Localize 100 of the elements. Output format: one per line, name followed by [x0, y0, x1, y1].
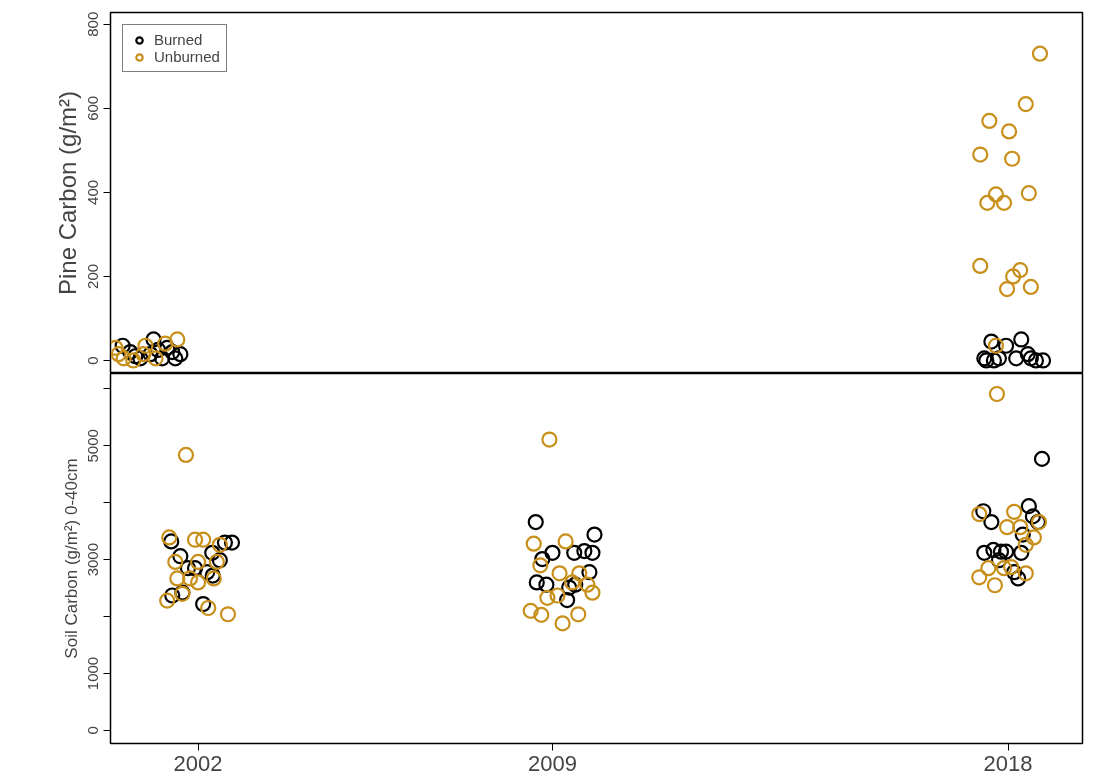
point: [579, 576, 596, 593]
y-tick-label: 600: [84, 95, 102, 121]
point: [110, 346, 127, 363]
point: [525, 535, 542, 552]
point: [216, 534, 234, 551]
point: [527, 513, 544, 531]
point: [189, 574, 207, 591]
point: [990, 350, 1008, 367]
point: [1033, 450, 1051, 467]
point: [1008, 350, 1025, 367]
point: [551, 565, 568, 582]
point: [1006, 564, 1023, 581]
point: [584, 584, 601, 601]
point: [985, 352, 1003, 369]
point: [557, 533, 574, 550]
point: [147, 350, 164, 367]
point: [1012, 262, 1029, 279]
point: [998, 280, 1016, 298]
point: [1019, 346, 1036, 363]
point: [981, 112, 998, 130]
legend-label: Unburned: [154, 48, 220, 65]
point: [1024, 508, 1041, 525]
point: [997, 337, 1015, 354]
point: [189, 553, 207, 570]
point: [976, 544, 993, 561]
y-tick-label: 5000: [84, 429, 102, 463]
point: [186, 560, 204, 577]
point: [114, 337, 131, 354]
point: [534, 550, 551, 568]
point: [1034, 352, 1052, 369]
legend-label: Burned: [154, 31, 203, 48]
point: [1012, 519, 1029, 536]
point: [1004, 150, 1021, 167]
point: [167, 350, 184, 367]
y-tick-label: 1000: [84, 656, 102, 691]
x-tick-label: 2018: [983, 750, 1033, 776]
point: [164, 343, 181, 361]
point: [990, 552, 1008, 569]
point: [980, 560, 997, 577]
point: [554, 615, 571, 632]
point: [1013, 544, 1030, 561]
point: [998, 519, 1016, 536]
point: [987, 186, 1005, 203]
point: [971, 569, 988, 586]
point: [1005, 268, 1022, 285]
point: [1020, 185, 1037, 202]
point: [1017, 565, 1034, 582]
point: [972, 257, 989, 274]
point: [163, 533, 180, 550]
point: [539, 589, 556, 606]
point: [995, 560, 1013, 577]
point: [200, 599, 217, 617]
point: [122, 343, 139, 361]
point: [549, 587, 566, 604]
point: [1027, 352, 1045, 369]
point: [561, 579, 578, 596]
point: [145, 331, 162, 348]
point: [997, 543, 1015, 560]
point: [533, 606, 550, 623]
point: [177, 446, 195, 463]
point: [1003, 558, 1020, 576]
point: [532, 557, 549, 574]
point: [1031, 45, 1049, 62]
point: [1022, 278, 1039, 296]
point: [169, 331, 186, 348]
point: [971, 506, 988, 523]
point: [223, 534, 241, 551]
point: [571, 565, 588, 582]
x-tick-label: 2009: [527, 750, 577, 776]
point: [115, 350, 132, 367]
point: [179, 560, 197, 577]
point: [1017, 536, 1034, 553]
point: [975, 503, 992, 520]
point: [576, 543, 593, 560]
point: [1000, 123, 1018, 140]
point: [211, 536, 228, 553]
point: [992, 543, 1010, 560]
point: [972, 146, 989, 163]
point: [986, 577, 1004, 594]
point: [522, 602, 539, 619]
point: [172, 346, 189, 363]
point: [204, 544, 221, 561]
point: [584, 544, 601, 561]
point: [186, 531, 204, 548]
point: [159, 592, 176, 609]
point: [586, 526, 603, 543]
point: [127, 348, 144, 365]
y-tick-label: 0: [84, 726, 102, 735]
point: [983, 333, 1000, 350]
point: [181, 570, 199, 587]
point: [979, 194, 996, 211]
point: [544, 544, 561, 561]
point: [985, 541, 1002, 559]
point: [541, 431, 558, 448]
y-axis-title: Pine Carbon (g/m²): [53, 90, 81, 296]
point: [195, 531, 212, 548]
y-tick-label: 400: [84, 179, 102, 205]
point: [1013, 331, 1030, 348]
point: [154, 350, 171, 367]
point: [161, 529, 178, 546]
